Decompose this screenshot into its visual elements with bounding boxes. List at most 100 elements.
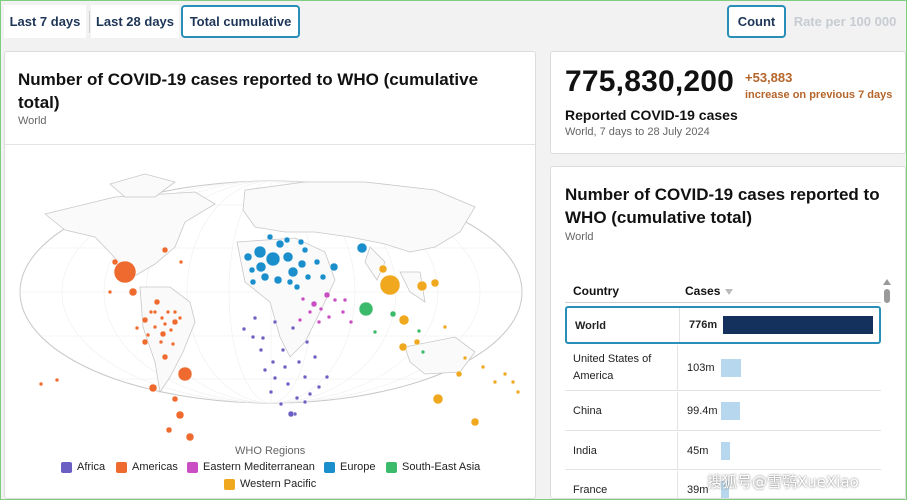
country-bubble[interactable]: [413, 338, 421, 346]
country-bubble[interactable]: [296, 359, 302, 365]
country-bubble[interactable]: [280, 347, 286, 353]
country-bubble[interactable]: [416, 328, 422, 334]
country-bubble[interactable]: [307, 391, 313, 397]
country-bubble[interactable]: [161, 353, 169, 361]
country-bubble[interactable]: [178, 259, 184, 265]
country-bubble[interactable]: [270, 359, 276, 365]
country-bubble[interactable]: [304, 273, 312, 281]
country-bubble[interactable]: [285, 381, 291, 387]
legend-item-americas[interactable]: Americas: [116, 461, 178, 473]
country-bubble[interactable]: [480, 364, 486, 370]
country-bubble[interactable]: [268, 389, 274, 395]
country-bubble[interactable]: [159, 330, 167, 338]
country-bubble[interactable]: [462, 355, 468, 361]
country-bubble[interactable]: [492, 379, 498, 385]
country-bubble[interactable]: [265, 251, 281, 267]
country-bubble[interactable]: [171, 318, 179, 326]
country-bubble[interactable]: [510, 379, 516, 385]
country-bubble[interactable]: [318, 306, 324, 312]
country-bubble[interactable]: [262, 367, 268, 373]
country-bubble[interactable]: [145, 332, 151, 338]
country-bubble[interactable]: [430, 278, 440, 288]
country-bubble[interactable]: [152, 324, 158, 330]
country-bubble[interactable]: [356, 242, 368, 254]
country-bubble[interactable]: [161, 246, 169, 254]
tab-last-7-days[interactable]: Last 7 days: [4, 5, 86, 38]
country-bubble[interactable]: [307, 309, 313, 315]
country-bubble[interactable]: [302, 374, 308, 380]
country-bubble[interactable]: [348, 319, 354, 325]
country-bubble[interactable]: [152, 309, 158, 315]
country-bubble[interactable]: [177, 366, 193, 382]
world-map[interactable]: [5, 152, 535, 442]
country-bubble[interactable]: [442, 324, 448, 330]
country-bubble[interactable]: [287, 410, 295, 418]
tab-total-cumulative[interactable]: Total cumulative: [181, 5, 300, 38]
country-bubble[interactable]: [313, 258, 321, 266]
country-bubble[interactable]: [310, 300, 318, 308]
scroll-thumb[interactable]: [884, 289, 890, 303]
column-header-cases[interactable]: Cases: [685, 284, 721, 298]
scrollbar[interactable]: [883, 279, 891, 497]
country-bubble[interactable]: [324, 374, 330, 380]
country-bubble[interactable]: [255, 261, 267, 273]
country-bubble[interactable]: [297, 238, 305, 246]
country-bubble[interactable]: [420, 349, 426, 355]
country-bubble[interactable]: [266, 233, 274, 241]
country-bubble[interactable]: [301, 246, 309, 254]
country-bubble[interactable]: [111, 258, 119, 266]
country-bubble[interactable]: [297, 259, 307, 269]
country-bubble[interactable]: [398, 342, 408, 352]
country-bubble[interactable]: [107, 289, 113, 295]
country-bubble[interactable]: [304, 339, 310, 345]
country-bubble[interactable]: [253, 245, 267, 259]
country-bubble[interactable]: [316, 319, 322, 325]
tab-last-28-days[interactable]: Last 28 days: [91, 5, 179, 38]
country-bubble[interactable]: [332, 297, 338, 303]
country-bubble[interactable]: [300, 296, 306, 302]
country-bubble[interactable]: [312, 354, 318, 360]
country-bubble[interactable]: [165, 309, 171, 315]
country-bubble[interactable]: [358, 301, 374, 317]
column-header-country[interactable]: Country: [573, 284, 619, 298]
country-bubble[interactable]: [241, 326, 247, 332]
country-bubble[interactable]: [286, 278, 294, 286]
country-bubble[interactable]: [329, 262, 339, 272]
table-row[interactable]: China 99.4m: [565, 392, 881, 431]
country-bubble[interactable]: [175, 410, 185, 420]
country-bubble[interactable]: [148, 383, 158, 393]
country-bubble[interactable]: [260, 272, 270, 282]
country-bubble[interactable]: [141, 338, 149, 346]
country-bubble[interactable]: [128, 287, 138, 297]
country-bubble[interactable]: [294, 395, 300, 401]
country-bubble[interactable]: [282, 251, 294, 263]
legend-item-western-pacific[interactable]: Western Pacific: [224, 478, 316, 490]
country-bubble[interactable]: [502, 371, 508, 377]
country-bubble[interactable]: [170, 341, 176, 347]
country-bubble[interactable]: [290, 325, 296, 331]
country-bubble[interactable]: [455, 370, 463, 378]
country-bubble[interactable]: [398, 314, 410, 326]
tab-count[interactable]: Count: [727, 5, 786, 38]
country-bubble[interactable]: [185, 432, 195, 442]
country-bubble[interactable]: [159, 315, 165, 321]
table-row[interactable]: World 776m: [565, 306, 881, 344]
country-bubble[interactable]: [113, 260, 137, 284]
country-bubble[interactable]: [342, 297, 348, 303]
country-bubble[interactable]: [134, 325, 140, 331]
country-bubble[interactable]: [379, 274, 401, 296]
country-bubble[interactable]: [389, 310, 397, 318]
country-bubble[interactable]: [272, 375, 278, 381]
country-bubble[interactable]: [171, 395, 179, 403]
country-bubble[interactable]: [372, 329, 378, 335]
country-bubble[interactable]: [470, 417, 480, 427]
country-bubble[interactable]: [515, 389, 521, 395]
country-bubble[interactable]: [287, 266, 299, 278]
country-bubble[interactable]: [153, 298, 161, 306]
country-bubble[interactable]: [283, 236, 291, 244]
country-bubble[interactable]: [165, 426, 173, 434]
sort-desc-icon[interactable]: [725, 289, 733, 295]
country-bubble[interactable]: [243, 252, 253, 262]
country-bubble[interactable]: [319, 273, 327, 281]
tab-rate-per-100000[interactable]: Rate per 100 000: [793, 14, 897, 29]
